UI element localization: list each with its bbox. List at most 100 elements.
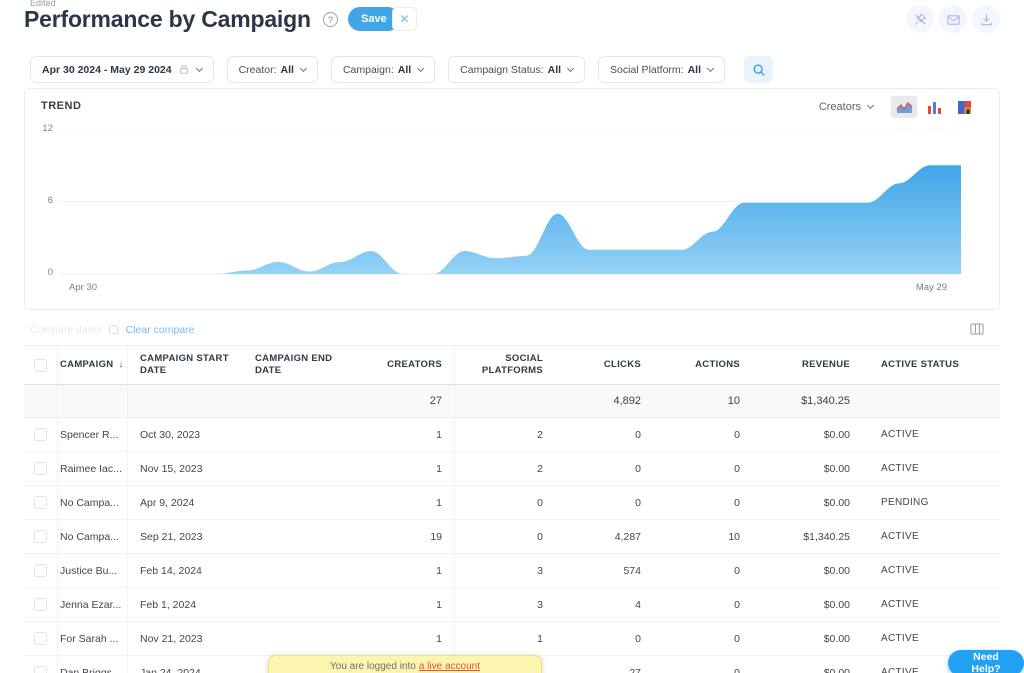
creators-cell: 19 bbox=[335, 520, 455, 553]
column-header-end-date[interactable]: CAMPAIGN END DATE bbox=[255, 353, 333, 376]
compare-icon bbox=[108, 325, 118, 334]
clicks-cell: 27 bbox=[629, 666, 641, 673]
filter-value: All bbox=[547, 63, 562, 76]
table-row[interactable]: Jenna Ezar... Feb 1, 2024 1 3 4 0 $0.00 … bbox=[24, 588, 1000, 622]
column-header-campaign[interactable]: CAMPAIGN ↓ bbox=[58, 346, 128, 384]
trend-area-chart[interactable] bbox=[61, 129, 961, 275]
treemap-chart-type-button[interactable] bbox=[951, 96, 977, 118]
campaign-cell[interactable]: Raimee Iac... bbox=[58, 452, 128, 485]
header-actions bbox=[906, 5, 1000, 33]
campaign-cell[interactable]: Spencer R... bbox=[58, 418, 128, 451]
column-header-label: CAMPAIGN bbox=[60, 359, 114, 371]
table-body: Spencer R... Oct 30, 2023 1 2 0 0 $0.00 … bbox=[24, 418, 1000, 673]
table-row[interactable]: Justice Bu... Feb 14, 2024 1 3 574 0 $0.… bbox=[24, 554, 1000, 588]
date-range-filter[interactable]: Apr 30 2024 - May 29 2024 bbox=[30, 56, 214, 83]
campaign-cell[interactable]: Jenna Ezar... bbox=[58, 588, 128, 621]
column-header-actions[interactable]: ACTIONS bbox=[695, 359, 740, 371]
column-header-social-platforms[interactable]: SOCIAL PLATFORMS bbox=[481, 353, 543, 376]
y-axis-tick: 12 bbox=[42, 123, 53, 134]
creator-filter[interactable]: Creator: All bbox=[226, 56, 318, 83]
campaign-cell[interactable]: Dan Briggs... bbox=[58, 656, 128, 673]
column-header-creators[interactable]: CREATORS bbox=[335, 346, 455, 384]
column-header-start-date[interactable]: CAMPAIGN START DATE bbox=[140, 353, 229, 376]
revenue-cell: $0.00 bbox=[823, 428, 850, 441]
table-row[interactable]: Spencer R... Oct 30, 2023 1 2 0 0 $0.00 … bbox=[24, 418, 1000, 452]
row-checkbox[interactable] bbox=[34, 564, 47, 577]
row-checkbox[interactable] bbox=[34, 530, 47, 543]
campaign-cell[interactable]: Justice Bu... bbox=[58, 554, 128, 587]
metric-selector-value: Creators bbox=[818, 101, 861, 113]
bar-chart-type-button[interactable] bbox=[921, 96, 947, 118]
row-checkbox[interactable] bbox=[34, 632, 47, 645]
start-date-cell: Apr 9, 2024 bbox=[140, 496, 195, 509]
revenue-cell: $0.00 bbox=[823, 632, 850, 645]
need-help-button[interactable]: Need Help? bbox=[948, 650, 1024, 673]
social-platforms-cell: 3 bbox=[537, 598, 543, 611]
search-button[interactable] bbox=[744, 56, 773, 83]
actions-cell: 0 bbox=[734, 428, 740, 441]
download-icon bbox=[980, 13, 992, 25]
revenue-cell: $0.00 bbox=[823, 666, 850, 673]
revenue-cell: $1,340.25 bbox=[803, 530, 850, 543]
filter-value: All bbox=[280, 63, 294, 76]
campaign-cell[interactable]: No Campa... bbox=[58, 520, 128, 553]
status-badge: ACTIVE bbox=[881, 599, 919, 610]
metric-selector[interactable]: Creators bbox=[818, 101, 875, 113]
help-icon[interactable]: ? bbox=[323, 12, 338, 27]
clicks-cell: 0 bbox=[635, 632, 641, 645]
compare-label: Compare dates bbox=[30, 324, 102, 336]
row-checkbox[interactable] bbox=[34, 598, 47, 611]
filter-label: Creator: bbox=[238, 63, 277, 76]
chevron-down-icon bbox=[299, 64, 307, 72]
social-platform-filter[interactable]: Social Platform: All bbox=[598, 56, 725, 83]
table-row[interactable]: No Campa... Apr 9, 2024 1 0 0 0 $0.00 PE… bbox=[24, 486, 1000, 520]
y-axis-tick: 6 bbox=[47, 195, 53, 206]
revenue-cell: $0.00 bbox=[823, 564, 850, 577]
creators-cell: 1 bbox=[335, 622, 455, 655]
campaign-cell[interactable]: For Sarah ... bbox=[58, 622, 128, 655]
start-date-cell: Jan 24, 2024 bbox=[140, 666, 201, 673]
pin-button[interactable] bbox=[906, 5, 934, 33]
clear-compare-link[interactable]: Clear compare bbox=[125, 324, 195, 336]
row-checkbox[interactable] bbox=[34, 666, 47, 673]
revenue-cell: $0.00 bbox=[823, 598, 850, 611]
campaign-cell[interactable]: No Campa... bbox=[58, 486, 128, 519]
summary-revenue: $1,340.25 bbox=[801, 395, 850, 407]
chevron-down-icon bbox=[417, 64, 425, 72]
table-row[interactable]: Raimee Iac... Nov 15, 2023 1 2 0 0 $0.00… bbox=[24, 452, 1000, 486]
row-checkbox[interactable] bbox=[34, 496, 47, 509]
select-all-checkbox[interactable] bbox=[34, 358, 47, 372]
column-header-active-status[interactable]: ACTIVE STATUS bbox=[881, 359, 959, 371]
x-axis-tick: May 29 bbox=[915, 282, 947, 293]
table-row[interactable]: For Sarah ... Nov 21, 2023 1 1 0 0 $0.00… bbox=[24, 622, 1000, 656]
summary-actions: 10 bbox=[727, 395, 740, 407]
save-button[interactable]: Save bbox=[348, 7, 400, 31]
pin-icon bbox=[914, 13, 927, 25]
lock-icon bbox=[172, 61, 190, 78]
campaign-filter[interactable]: Campaign: All bbox=[330, 56, 436, 83]
mail-button[interactable] bbox=[939, 5, 967, 33]
live-account-link[interactable]: a live account bbox=[418, 661, 480, 672]
trend-title: TREND bbox=[41, 100, 82, 112]
column-header-clicks[interactable]: CLICKS bbox=[603, 359, 641, 371]
treemap-icon bbox=[957, 100, 971, 114]
status-badge: ACTIVE bbox=[881, 463, 919, 474]
creators-cell: 1 bbox=[335, 418, 455, 451]
campaign-status-filter[interactable]: Campaign Status: All bbox=[448, 56, 586, 83]
creators-cell: 1 bbox=[335, 588, 455, 621]
row-checkbox[interactable] bbox=[34, 428, 47, 441]
x-axis-tick: Apr 30 bbox=[69, 282, 97, 293]
table-row[interactable]: No Campa... Sep 21, 2023 19 0 4,287 10 $… bbox=[24, 520, 1000, 554]
actions-cell: 0 bbox=[734, 666, 740, 673]
campaign-table: CAMPAIGN ↓ CAMPAIGN START DATE CAMPAIGN … bbox=[24, 345, 1000, 673]
column-settings-button[interactable] bbox=[970, 322, 984, 339]
download-button[interactable] bbox=[972, 5, 1000, 33]
close-button[interactable]: ✕ bbox=[392, 7, 417, 31]
status-badge: ACTIVE bbox=[881, 667, 919, 673]
bar-chart-icon bbox=[927, 101, 941, 114]
area-series-creators bbox=[61, 165, 961, 274]
row-checkbox[interactable] bbox=[34, 462, 47, 475]
column-header-revenue[interactable]: REVENUE bbox=[801, 359, 850, 371]
area-chart-type-button[interactable] bbox=[891, 96, 917, 118]
social-platforms-cell: 2 bbox=[537, 462, 543, 475]
